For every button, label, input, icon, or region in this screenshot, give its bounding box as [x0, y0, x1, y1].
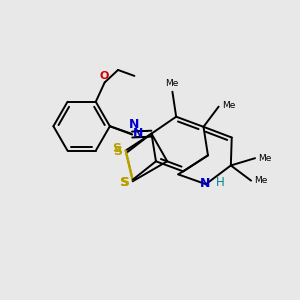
Text: Me: Me — [222, 100, 236, 109]
Text: N: N — [128, 118, 139, 131]
Text: Me: Me — [255, 176, 268, 185]
Text: S: S — [113, 145, 122, 158]
Text: N: N — [133, 127, 143, 140]
Text: N: N — [200, 177, 211, 190]
Text: O: O — [100, 71, 110, 81]
Text: H: H — [216, 176, 225, 189]
Text: S: S — [119, 176, 128, 189]
Text: Me: Me — [165, 79, 178, 88]
Text: S: S — [120, 176, 129, 189]
Text: S: S — [112, 142, 121, 155]
Text: Me: Me — [259, 154, 272, 163]
